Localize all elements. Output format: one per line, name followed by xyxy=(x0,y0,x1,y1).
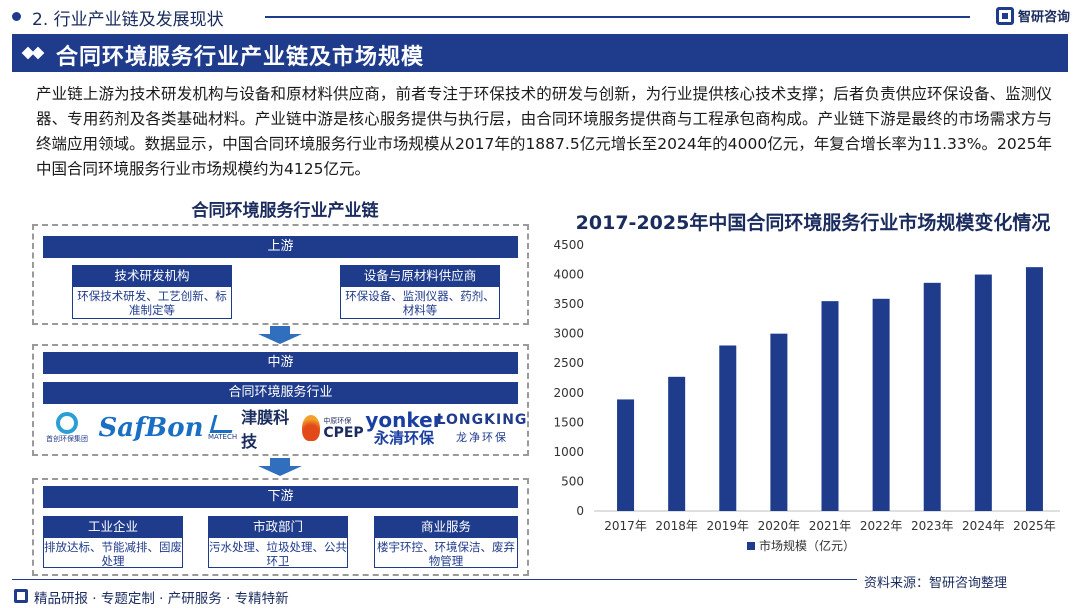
midstream-sub-label: 合同环境服务行业 xyxy=(43,382,518,404)
upstream-section: 上游 技术研发机构 环保技术研发、工艺创新、标准制定等 设备与原材料供应商 环保… xyxy=(32,224,529,325)
x-tick-label: 2019年 xyxy=(707,519,750,533)
capital-logo-icon xyxy=(56,412,78,434)
chart-title: 2017-2025年中国合同环境服务行业市场规模变化情况 xyxy=(575,212,1051,234)
logo-yonker: yonker 永清环保 xyxy=(365,407,443,447)
downstream-node-desc: 排放达标、节能减排、固废处理 xyxy=(43,537,183,568)
flame-logo-icon xyxy=(302,415,321,441)
y-tick-label: 500 xyxy=(561,474,584,488)
x-tick-label: 2021年 xyxy=(809,519,852,533)
y-tick-label: 3000 xyxy=(553,327,584,341)
y-tick-label: 1500 xyxy=(553,415,584,429)
upstream-node-desc: 环保设备、监测仪器、药剂、材料等 xyxy=(340,286,500,319)
intro-paragraph: 产业链上游为技术研发机构与设备和原材料供应商，前者专注于环保技术的研发与创新，为… xyxy=(36,85,1052,178)
midstream-section: 中游 合同环境服务行业 xyxy=(32,344,529,456)
y-tick-label: 4000 xyxy=(553,268,584,282)
midstream-label: 中游 xyxy=(43,352,518,374)
bar-chart: 0 500 1000 1500 2000 2500 3000 3500 4000 4500 2017… xyxy=(553,238,1060,553)
downstream-node-desc: 楼宇环控、环境保洁、废弃物管理 xyxy=(374,537,518,568)
company-logos: 首创环保集团 SafBon MATECH 津膜科技 中原环保 CPEP yonk… xyxy=(42,406,528,451)
bar xyxy=(821,301,839,511)
bullet-icon xyxy=(12,12,21,21)
upstream-node-desc: 环保技术研发、工艺创新、标准制定等 xyxy=(72,286,232,319)
downstream-node-title: 商业服务 xyxy=(374,516,518,537)
page-title: 合同环境服务行业产业链及市场规模 xyxy=(56,45,425,70)
downstream-node-title: 市政部门 xyxy=(208,516,348,537)
logo-longking: LONGKING 龙净环保 xyxy=(436,412,528,444)
double-diamond-icon xyxy=(21,46,46,60)
y-tick-label: 0 xyxy=(576,504,584,518)
upstream-node-title: 技术研发机构 xyxy=(72,265,232,286)
top-header: 2. 行业产业链及发展现状 智研咨询 xyxy=(0,0,1080,32)
x-tick-label: 2020年 xyxy=(758,519,801,533)
bar xyxy=(719,345,737,511)
x-tick-label: 2023年 xyxy=(911,519,954,533)
x-tick-label: 2017年 xyxy=(604,519,647,533)
header-divider xyxy=(265,16,970,18)
bar xyxy=(770,333,788,511)
title-bar: 合同环境服务行业产业链及市场规模 xyxy=(12,34,1068,72)
brand-logo-icon xyxy=(995,6,1014,25)
arrow-down-icon xyxy=(258,326,302,344)
logo-cpep: 中原环保 CPEP xyxy=(300,406,366,450)
bar xyxy=(974,274,992,511)
logo-matech: MATECH 津膜科技 xyxy=(208,408,290,451)
bar xyxy=(617,399,635,511)
footer-logo-icon xyxy=(14,589,28,603)
legend-swatch xyxy=(747,542,755,550)
brand: 智研咨询 xyxy=(995,6,1070,25)
x-tick-label: 2024年 xyxy=(962,519,1005,533)
footer: 精品研报 · 专题定制 · 产研服务 · 专精特新 xyxy=(0,584,1080,608)
bar xyxy=(1025,267,1043,511)
y-tick-label: 3500 xyxy=(553,297,584,311)
upstream-node-title: 设备与原材料供应商 xyxy=(340,265,500,286)
matech-logo-icon xyxy=(209,415,236,433)
y-tick-label: 2000 xyxy=(553,386,584,400)
y-tick-label: 1000 xyxy=(553,445,584,459)
footer-text: 精品研报 · 专题定制 · 产研服务 · 专精特新 xyxy=(34,591,289,607)
arrow-down-icon xyxy=(258,458,302,476)
logo-safbon: SafBon xyxy=(98,413,204,443)
bar xyxy=(923,282,941,511)
y-tick-label: 4500 xyxy=(553,238,584,252)
source-note: 资料来源：智研咨询整理 xyxy=(864,576,1008,591)
x-tick-label: 2025年 xyxy=(1013,519,1056,533)
downstream-node-desc: 污水处理、垃圾处理、公共环卫 xyxy=(208,537,348,568)
bottom-divider xyxy=(12,579,857,580)
section-title: 2. 行业产业链及发展现状 xyxy=(32,10,224,30)
legend-label: 市场规模（亿元） xyxy=(759,538,855,553)
downstream-section: 下游 工业企业 排放达标、节能减排、固废处理 市政部门 污水处理、垃圾处理、公共… xyxy=(32,478,529,576)
y-tick-label: 2500 xyxy=(553,356,584,370)
x-tick-label: 2018年 xyxy=(655,519,698,533)
downstream-node-title: 工业企业 xyxy=(43,516,183,537)
bar xyxy=(668,376,686,511)
logo-beijing-capital: 首创环保集团 xyxy=(42,406,92,450)
brand-name: 智研咨询 xyxy=(1017,10,1070,25)
upstream-label: 上游 xyxy=(43,236,518,258)
chain-title: 合同环境服务行业产业链 xyxy=(191,201,379,221)
bar xyxy=(872,298,890,511)
downstream-label: 下游 xyxy=(43,486,518,508)
x-tick-label: 2022年 xyxy=(860,519,903,533)
